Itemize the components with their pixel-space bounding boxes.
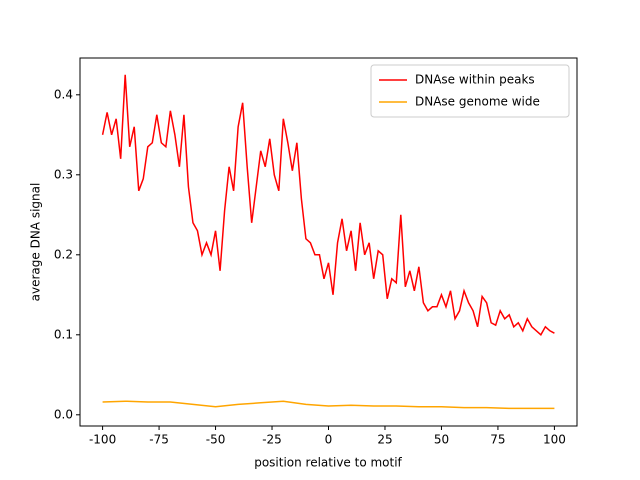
x-tick-label: 50 bbox=[434, 433, 449, 447]
x-tick-label: -100 bbox=[89, 433, 116, 447]
y-axis-label: average DNA signal bbox=[29, 183, 43, 302]
legend-label: DNAse genome wide bbox=[415, 95, 540, 109]
y-tick-label: 0.4 bbox=[54, 87, 73, 101]
x-tick-label: 100 bbox=[543, 433, 566, 447]
y-tick-label: 0.3 bbox=[54, 167, 73, 181]
data-line bbox=[101, 74, 555, 336]
x-tick-label: -75 bbox=[149, 433, 169, 447]
x-tick-label: 25 bbox=[377, 433, 392, 447]
legend-box bbox=[370, 64, 570, 118]
y-tick-label: 0.1 bbox=[54, 327, 73, 341]
data-line bbox=[102, 400, 555, 410]
y-tick-label: 0.2 bbox=[54, 247, 73, 261]
x-tick-label: -25 bbox=[262, 433, 282, 447]
y-tick-label: 0.0 bbox=[54, 407, 73, 421]
x-tick-label: -50 bbox=[206, 433, 226, 447]
x-axis-label: position relative to motif bbox=[254, 456, 402, 470]
x-tick-label: 0 bbox=[325, 433, 333, 447]
x-tick-label: 75 bbox=[490, 433, 505, 447]
legend-label: DNAse within peaks bbox=[415, 73, 535, 87]
